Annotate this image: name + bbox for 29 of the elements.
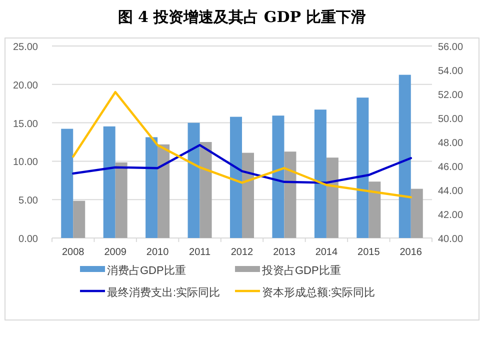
x-tick-label: 2013 <box>273 247 296 258</box>
x-tick-label: 2011 <box>189 247 211 258</box>
legend-label: 资本形成总额:实际同比 <box>262 286 376 299</box>
y-tick-label: 5.00 <box>18 196 38 207</box>
y-tick-label: 15.00 <box>12 118 38 130</box>
y2-tick-label: 42.00 <box>438 210 464 221</box>
x-tick-label: 2014 <box>315 247 338 258</box>
x-tick-label: 2008 <box>62 247 85 258</box>
y2-tick-label: 56.00 <box>438 42 464 53</box>
y2-tick-label: 44.00 <box>438 186 464 197</box>
y2-tick-label: 46.00 <box>438 162 464 173</box>
y2-tick-label: 52.00 <box>438 90 464 101</box>
x-tick-label: 2015 <box>358 247 380 258</box>
x-tick-label: 2012 <box>230 247 254 258</box>
y-tick-label: 25.00 <box>12 42 38 53</box>
legend-label: 投资占GDP比重 <box>261 264 341 277</box>
x-tick-label: 2010 <box>146 247 170 258</box>
y-tick-label: 20.00 <box>12 80 38 92</box>
x-tick-label: 2009 <box>104 247 127 258</box>
legend-label: 消费占GDP比重 <box>107 264 186 277</box>
y2-tick-label: 48.00 <box>438 138 464 149</box>
y2-tick-label: 40.00 <box>438 234 464 245</box>
x-tick-label: 2016 <box>400 247 422 258</box>
y-tick-label: 10.00 <box>12 157 38 168</box>
y2-tick-label: 54.00 <box>438 66 464 77</box>
legend-label: 最终消费支出:实际同比 <box>107 286 220 299</box>
chart-title: 图 4 投资增速及其占 GDP 比重下滑 <box>118 8 366 26</box>
y-tick-label: 0.00 <box>18 234 38 245</box>
y2-tick-label: 50.00 <box>438 114 464 125</box>
